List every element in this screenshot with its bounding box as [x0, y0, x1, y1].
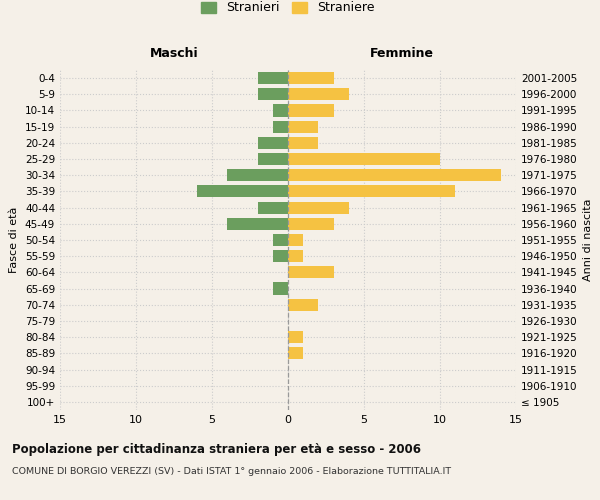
Y-axis label: Fasce di età: Fasce di età: [10, 207, 19, 273]
Bar: [288, 218, 334, 230]
Bar: [273, 120, 288, 132]
Bar: [288, 266, 334, 278]
Bar: [273, 104, 288, 117]
Legend: Stranieri, Straniere: Stranieri, Straniere: [201, 2, 375, 15]
Bar: [273, 282, 288, 294]
Bar: [288, 153, 440, 165]
Bar: [257, 137, 288, 149]
Bar: [273, 234, 288, 246]
Bar: [227, 169, 288, 181]
Bar: [288, 88, 349, 101]
Bar: [288, 72, 334, 84]
Bar: [257, 72, 288, 84]
Y-axis label: Anni di nascita: Anni di nascita: [583, 198, 593, 281]
Bar: [288, 186, 455, 198]
Bar: [273, 250, 288, 262]
Bar: [288, 120, 319, 132]
Text: Popolazione per cittadinanza straniera per età e sesso - 2006: Popolazione per cittadinanza straniera p…: [12, 442, 421, 456]
Bar: [288, 202, 349, 213]
Bar: [288, 104, 334, 117]
Bar: [197, 186, 288, 198]
Bar: [288, 348, 303, 360]
Text: COMUNE DI BORGIO VEREZZI (SV) - Dati ISTAT 1° gennaio 2006 - Elaborazione TUTTIT: COMUNE DI BORGIO VEREZZI (SV) - Dati IST…: [12, 468, 451, 476]
Bar: [227, 218, 288, 230]
Bar: [257, 88, 288, 101]
Bar: [288, 137, 319, 149]
Bar: [257, 153, 288, 165]
Text: Maschi: Maschi: [149, 47, 199, 60]
Bar: [257, 202, 288, 213]
Bar: [288, 234, 303, 246]
Bar: [288, 169, 501, 181]
Bar: [288, 250, 303, 262]
Bar: [288, 298, 319, 311]
Text: Femmine: Femmine: [370, 47, 434, 60]
Bar: [288, 331, 303, 343]
